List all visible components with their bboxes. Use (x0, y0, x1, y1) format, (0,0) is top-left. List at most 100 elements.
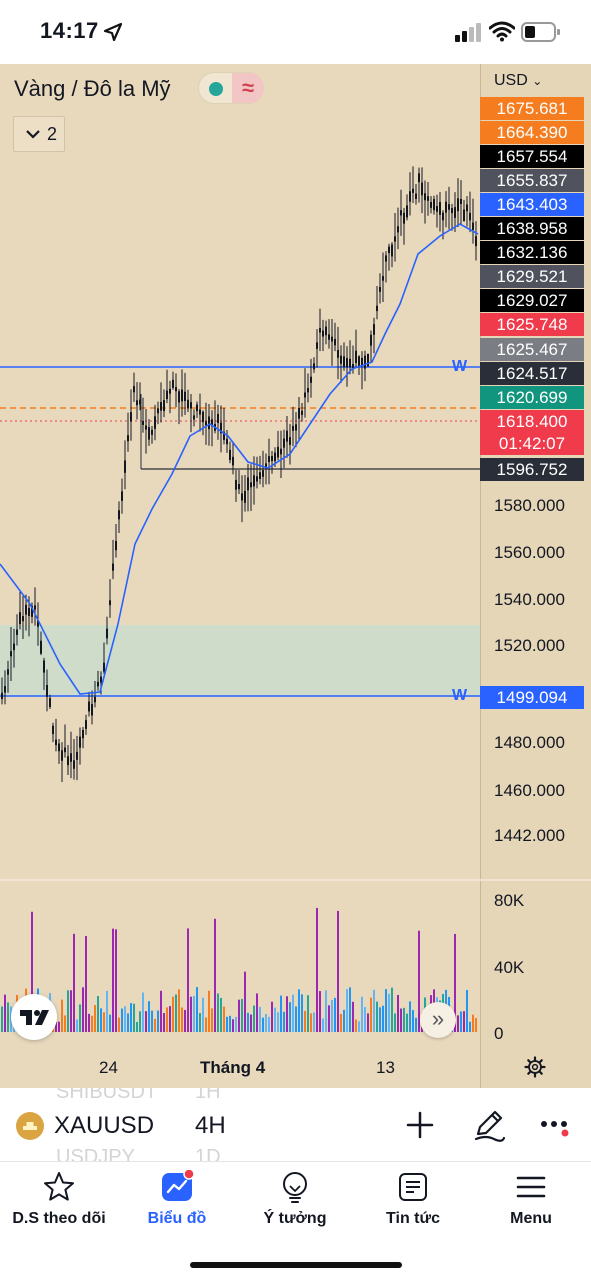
volume-bar (460, 1011, 462, 1032)
candle (439, 202, 441, 215)
volume-bar (322, 1018, 324, 1032)
volume-bar (415, 1018, 417, 1032)
volume-bar (58, 1022, 60, 1032)
more-icon[interactable] (540, 1114, 572, 1140)
volume-bar (109, 1015, 111, 1032)
price-tag: 1620.699 (480, 386, 584, 409)
candle (268, 456, 270, 462)
tab-news[interactable]: Tin tức (358, 1170, 468, 1240)
candle (106, 629, 108, 639)
candle (25, 605, 27, 615)
tab-menu[interactable]: Menu (476, 1170, 586, 1240)
volume-bar (457, 1015, 459, 1032)
candle (103, 663, 105, 672)
indicator-count: 2 (47, 124, 57, 145)
market-status-pill[interactable]: ≈ (198, 72, 264, 104)
candle (22, 616, 24, 621)
volume-bar (142, 993, 144, 1032)
volume-bar (163, 1013, 165, 1032)
candle (475, 236, 477, 246)
candle (430, 202, 432, 208)
symbol-selector[interactable]: XAUUSD (54, 1112, 154, 1140)
tradingview-logo-icon[interactable] (11, 994, 57, 1040)
status-time: 14:17 (40, 18, 99, 44)
symbol-title[interactable]: Vàng / Đô la Mỹ (14, 76, 171, 102)
candle (208, 416, 210, 429)
candle (160, 402, 162, 411)
volume-bar (217, 993, 219, 1032)
ghost-timeframe-above: 1H (195, 1088, 221, 1104)
candle (364, 356, 366, 369)
volume-bar (277, 1012, 279, 1032)
alert-w-marker[interactable]: W (452, 358, 467, 376)
volume-bar (106, 991, 108, 1032)
candle (289, 437, 291, 445)
candle (406, 205, 408, 217)
volume-bar (223, 1007, 225, 1032)
candle (175, 387, 177, 391)
chart-settings-icon[interactable] (524, 1056, 546, 1078)
candle (433, 199, 435, 210)
chart-panel[interactable]: Vàng / Đô la Mỹ ≈ 2 USD ⌄ 1675.681 1664.3… (0, 64, 591, 1088)
candle (226, 439, 228, 444)
candle (10, 651, 12, 656)
volume-bar (235, 1017, 237, 1032)
tab-ideas[interactable]: Ý tưởng (240, 1170, 350, 1240)
candle (199, 409, 201, 414)
candle (100, 677, 102, 683)
indicators-collapse-button[interactable]: 2 (13, 116, 65, 152)
tab-watchlist[interactable]: D.S theo dõi (4, 1170, 114, 1240)
volume-bar (319, 991, 321, 1032)
volume-bar (97, 996, 99, 1032)
pen-icon[interactable] (472, 1108, 506, 1142)
volume-bar (298, 989, 300, 1032)
alert-w-marker[interactable]: W (452, 687, 467, 705)
candle (379, 287, 381, 292)
currency-selector[interactable]: USD ⌄ (494, 72, 542, 90)
volume-bar (1, 1006, 3, 1032)
volume-bar (307, 995, 309, 1032)
candle (397, 226, 399, 232)
volume-bar (202, 998, 204, 1032)
ghost-timeframe-below: 1D (195, 1146, 221, 1162)
volume-bar (373, 990, 375, 1032)
candle (34, 605, 36, 609)
candle (79, 737, 81, 748)
volume-bar (214, 919, 216, 1032)
candle (463, 209, 465, 220)
volume-bar (406, 1014, 408, 1032)
candle (400, 210, 402, 215)
candle (241, 493, 243, 500)
timeframe-selector[interactable]: 4H (195, 1112, 226, 1140)
volume-bar (382, 1006, 384, 1032)
candle (130, 412, 132, 422)
candle (151, 430, 153, 435)
volume-bar (412, 1010, 414, 1032)
volume-bar (226, 1017, 228, 1032)
tab-chart[interactable]: Biểu đồ (122, 1170, 232, 1240)
chevron-down-icon: ⌄ (532, 74, 542, 88)
candle (70, 753, 72, 761)
candle (301, 411, 303, 415)
price-tag: 1675.681 (480, 97, 584, 120)
candle (388, 247, 390, 253)
scroll-to-latest-icon[interactable]: » (420, 1002, 456, 1038)
volume-bar (100, 1008, 102, 1032)
volume-bar (4, 995, 6, 1032)
volume-bar (136, 1022, 138, 1032)
volume-bar (79, 1004, 81, 1032)
candle (280, 449, 282, 455)
candle (427, 196, 429, 201)
volume-bar (475, 1018, 477, 1032)
volume-bar (154, 1019, 156, 1032)
battery-icon (521, 22, 561, 42)
volume-bar (181, 1008, 183, 1032)
candle (325, 327, 327, 336)
candle (136, 400, 138, 405)
volume-bar (190, 997, 192, 1032)
plus-icon[interactable] (405, 1110, 435, 1140)
axis-label: 1540.000 (494, 590, 565, 610)
volume-bar (394, 1013, 396, 1032)
time-axis-label: 13 (376, 1058, 395, 1078)
axis-label: 1442.000 (494, 826, 565, 846)
